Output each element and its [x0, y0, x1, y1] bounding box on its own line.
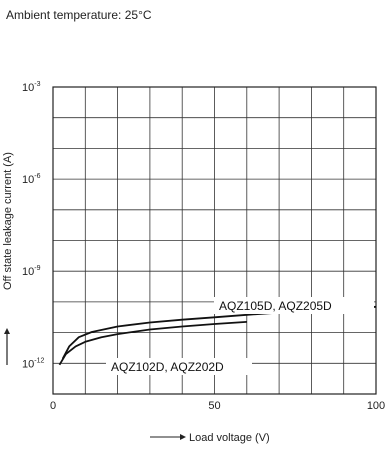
y-tick-label: 10-9	[22, 265, 41, 278]
axis-ticks: 0 50 100 10-3 10-6 10-9 10-12	[22, 81, 385, 412]
x-axis-arrow-head	[180, 434, 186, 440]
series-label-2: AQZ102D, AQZ202D	[111, 360, 224, 374]
y-tick-label: 10-12	[22, 357, 44, 370]
y-axis-label: Off state leakage current (A)	[2, 152, 14, 290]
series-label-1: AQZ105D, AQZ205D	[219, 299, 332, 313]
x-axis-label: Load voltage (V)	[189, 432, 270, 444]
series-label-bg	[106, 358, 252, 375]
plot-frame	[52, 86, 377, 395]
series-curves	[58, 305, 377, 366]
x-tick-label: 50	[208, 400, 220, 412]
y-axis-arrow-head	[4, 328, 10, 334]
x-tick-label: 0	[50, 400, 56, 412]
chart-labels: AQZ105D, AQZ205D AQZ102D, AQZ202D Load vol…	[2, 152, 374, 444]
x-tick-label: 100	[367, 400, 385, 412]
series-line-2	[58, 321, 247, 366]
y-tick-label: 10-6	[22, 173, 41, 186]
y-tick-label: 10-3	[22, 81, 41, 94]
chart-grid	[53, 87, 376, 394]
series-label-bg	[214, 297, 374, 314]
ambient-temperature-label: Ambient temperature: 25°C	[6, 8, 152, 22]
